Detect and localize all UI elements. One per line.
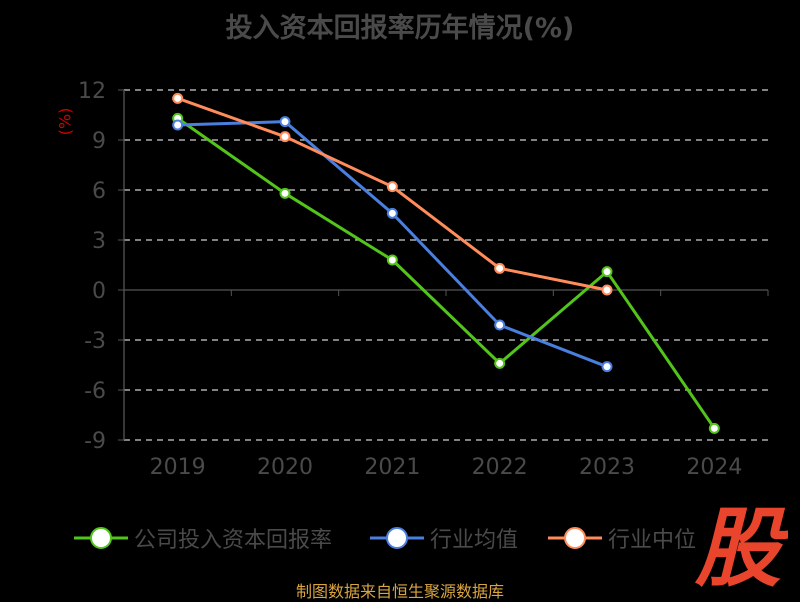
- y-tick-label: -3: [84, 329, 106, 354]
- legend-label: 行业均值: [430, 528, 519, 553]
- y-tick-label: 0: [92, 279, 106, 304]
- data-point: [601, 361, 613, 373]
- data-point: [494, 262, 506, 274]
- legend-label: 公司投入资本回报率: [134, 528, 333, 553]
- data-point: [172, 92, 184, 104]
- data-point: [601, 266, 613, 278]
- data-point: [279, 131, 291, 143]
- legend-circle: [564, 527, 586, 549]
- legend-marker: [74, 527, 128, 549]
- x-tick-label: 2023: [579, 455, 635, 480]
- legend-item[interactable]: 行业均值: [370, 518, 518, 558]
- data-point: [279, 187, 291, 199]
- x-tick-label: 2022: [472, 455, 528, 480]
- stock-logo: 股: [694, 500, 788, 590]
- grid-lines: [124, 89, 768, 441]
- data-point: [708, 422, 720, 434]
- chart-title: 投入资本回报率历年情况(%): [225, 13, 575, 44]
- y-tick-label: 3: [92, 229, 106, 254]
- series-line: [176, 117, 716, 430]
- legend-label: 行业中位: [608, 528, 697, 553]
- y-tick-label: 12: [78, 79, 106, 104]
- svg-text:股: 股: [694, 500, 788, 590]
- data-point: [601, 284, 613, 296]
- data-source-footer: 制图数据来自恒生聚源数据库: [295, 582, 504, 601]
- data-point: [494, 319, 506, 331]
- y-tick-label: 9: [92, 129, 106, 154]
- axes: 12 9 6 3 0 -3 -6 -9 2019 2020 2021 2022 2023 2024: [78, 79, 769, 480]
- y-tick-label: 6: [92, 179, 106, 204]
- y-axis-label: (%): [55, 107, 75, 136]
- x-tick-label: 2020: [257, 455, 313, 480]
- legend-item[interactable]: 公司投入资本回报率: [74, 518, 332, 558]
- data-point: [386, 181, 398, 193]
- data-point: [494, 357, 506, 369]
- legend: 公司投入资本回报率 行业均值 行业中位: [60, 518, 760, 558]
- legend-circle: [90, 527, 112, 549]
- y-tick-label: -9: [84, 429, 106, 454]
- x-tick-label: 2024: [686, 455, 742, 480]
- data-point: [279, 116, 291, 128]
- data-point: [172, 119, 184, 131]
- legend-marker: [370, 527, 424, 549]
- legend-circle: [386, 527, 408, 549]
- x-tick-label: 2019: [150, 455, 206, 480]
- series-line: [177, 120, 608, 369]
- legend-marker: [548, 527, 602, 549]
- legend-item[interactable]: 行业中位: [548, 518, 696, 558]
- data-point: [386, 207, 398, 219]
- x-tick-label: 2021: [364, 455, 420, 480]
- series-group: [172, 92, 720, 434]
- data-point: [386, 254, 398, 266]
- y-tick-label: -6: [84, 379, 106, 404]
